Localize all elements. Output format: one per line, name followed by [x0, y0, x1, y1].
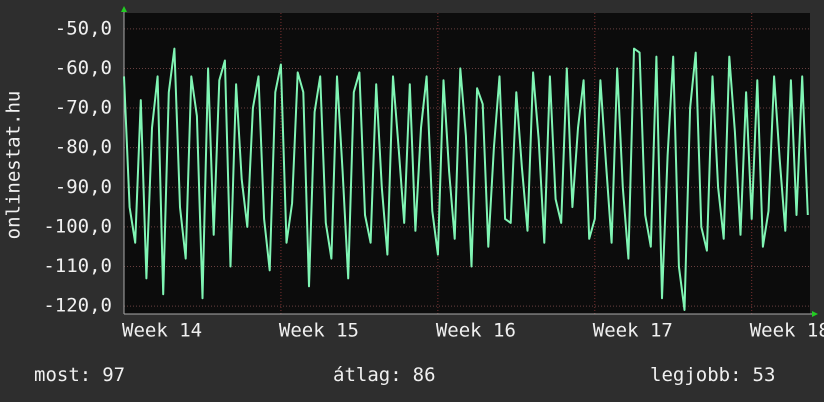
y-tick-label: -50,0: [55, 17, 112, 39]
stat: most: 97: [34, 364, 125, 386]
y-tick-label: -120,0: [43, 295, 112, 317]
y-tick-label: -60,0: [55, 57, 112, 79]
x-tick-label: Week 14: [122, 320, 202, 342]
stat-label: legjobb:: [650, 364, 742, 386]
y-tick-label: -80,0: [55, 136, 112, 158]
stat: legjobb: 53: [650, 364, 775, 386]
x-tick-label: Week 16: [436, 320, 516, 342]
x-tick-label: Week 18: [750, 320, 824, 342]
y-tick-label: -110,0: [43, 255, 112, 277]
x-tick-label: Week 15: [279, 320, 359, 342]
x-tick-label: Week 17: [593, 320, 673, 342]
y-tick-label: -100,0: [43, 215, 112, 237]
y-tick-label: -70,0: [55, 97, 112, 119]
axis-arrow: [121, 6, 127, 12]
data-line: [123, 47, 809, 311]
stat-value: 97: [102, 364, 125, 386]
stat-label: most:: [34, 364, 91, 386]
y-tick-label: -90,0: [55, 176, 112, 198]
stat-label: átlag:: [333, 364, 402, 386]
stat-value: 53: [753, 364, 776, 386]
axis-arrow: [812, 311, 818, 317]
y-axis-label: onlinestat.hu: [3, 91, 25, 240]
stat-value: 86: [413, 364, 436, 386]
stat: átlag: 86: [333, 364, 436, 386]
